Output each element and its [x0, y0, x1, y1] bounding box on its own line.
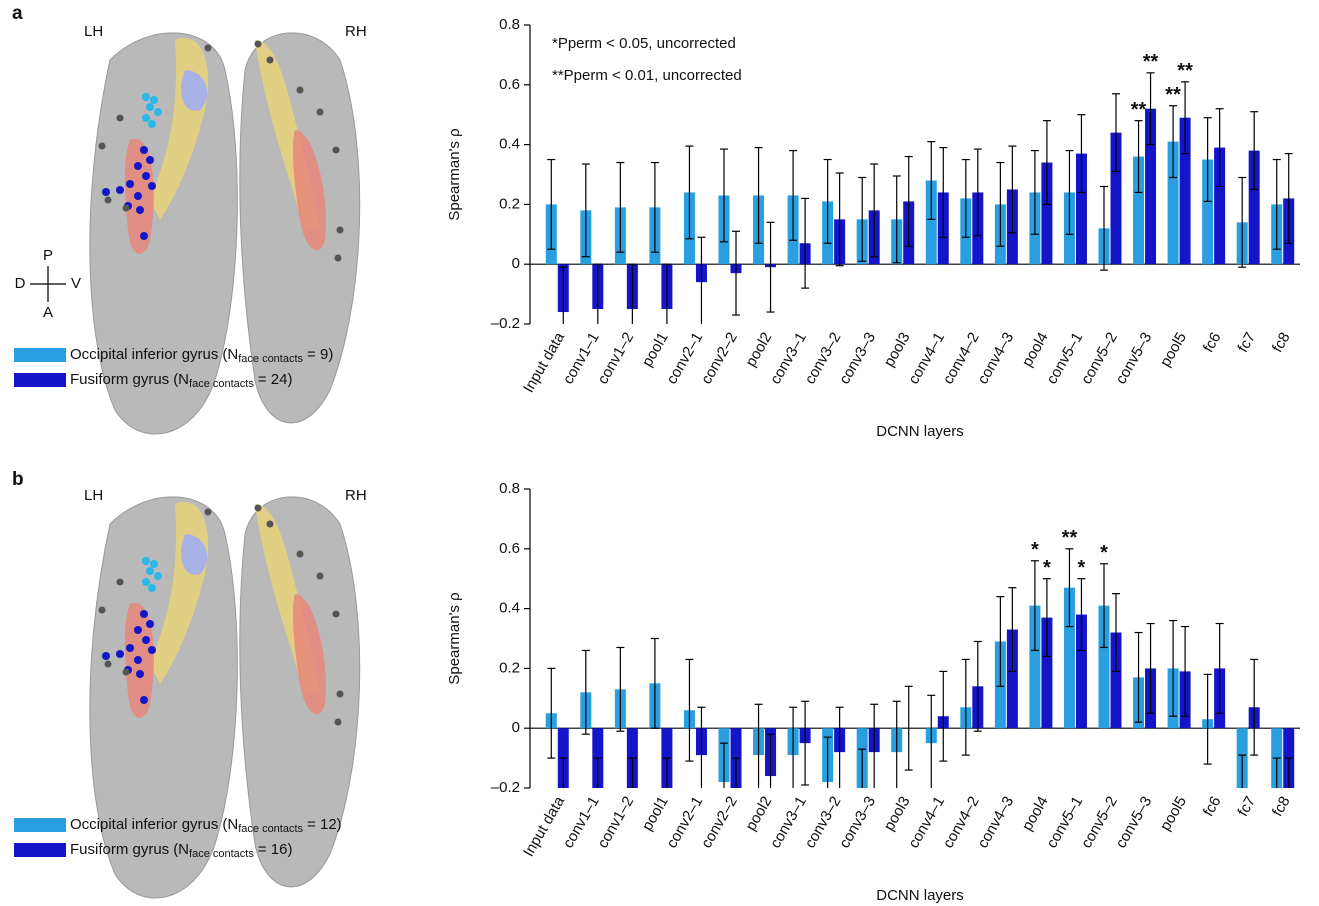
- legend-text: Occipital inferior gyrus: [70, 816, 218, 833]
- x-axis-title: DCNN layers: [876, 423, 964, 440]
- legend-text: face contacts: [189, 848, 254, 860]
- significance-mark: **: [1131, 99, 1147, 121]
- annotation: *Pperm < 0.05, uncorrected: [552, 35, 736, 52]
- hemisphere-label: LH: [84, 487, 103, 504]
- x-tick-label: pool3: [881, 329, 914, 369]
- x-tick-label: fc8: [1269, 793, 1294, 819]
- x-tick-label: pool2: [742, 329, 775, 369]
- y-tick-label: 0.8: [499, 16, 520, 33]
- x-tick-label: fc8: [1269, 329, 1294, 355]
- plot: [546, 73, 1294, 357]
- x-tick-label: fc6: [1200, 329, 1225, 355]
- x-axis-title: DCNN layers: [876, 887, 964, 904]
- y-tick-label: 0.2: [499, 659, 520, 676]
- significance-mark: *: [1043, 557, 1051, 579]
- legend-text: = 16): [258, 841, 293, 858]
- orientation-cross: [30, 266, 66, 302]
- legend-text: (N: [222, 346, 238, 363]
- y-tick-label: 0.4: [499, 136, 520, 153]
- hemisphere-label: RH: [345, 23, 367, 40]
- x-tick-label: Input data: [520, 793, 568, 860]
- x-tick-label: pool1: [639, 793, 672, 833]
- legend-text: face contacts: [238, 353, 303, 365]
- legend-text: (N: [222, 816, 238, 833]
- legend-text: = 24): [258, 371, 293, 388]
- legend-swatch: [14, 348, 66, 362]
- legend-text: (N: [173, 841, 189, 858]
- x-tick-label: pool1: [639, 329, 672, 369]
- y-tick-label: 0: [512, 719, 520, 736]
- orientation-label: P: [43, 247, 53, 264]
- legend-text: face contacts: [238, 823, 303, 835]
- y-tick-label: 0.6: [499, 76, 520, 93]
- legend-text: Fusiform gyrus: [70, 371, 169, 388]
- y-tick-label: 0.6: [499, 540, 520, 557]
- hemisphere-label: LH: [84, 23, 103, 40]
- orientation-label: A: [43, 304, 53, 321]
- x-tick-label: pool5: [1157, 329, 1190, 369]
- panel-label: a: [12, 3, 23, 24]
- y-tick-label: –0.2: [491, 779, 520, 796]
- legend-label: Fusiform gyrus(Nface contacts = 24): [70, 371, 292, 390]
- figure: a b LH RH LH RH P D V A *Pperm < 0.05, u…: [0, 0, 1319, 906]
- legend-text: Occipital inferior gyrus: [70, 346, 218, 363]
- legend-text: (N: [173, 371, 189, 388]
- orientation-label: D: [15, 275, 26, 292]
- significance-mark: **: [1177, 60, 1193, 82]
- error-bar: [801, 198, 809, 288]
- significance-mark: *: [1100, 542, 1108, 564]
- significance-mark: **: [1143, 51, 1159, 73]
- legend-text: Fusiform gyrus: [70, 841, 169, 858]
- x-tick-label: Input data: [520, 329, 568, 396]
- significance-mark: *: [1031, 539, 1039, 561]
- hemisphere-label: RH: [345, 487, 367, 504]
- x-tick-label: pool5: [1157, 793, 1190, 833]
- x-tick-label: fc7: [1234, 793, 1259, 819]
- legend-swatch: [14, 843, 66, 857]
- annotation: **Pperm < 0.01, uncorrected: [552, 67, 742, 84]
- y-tick-label: 0.8: [499, 480, 520, 497]
- orientation-label: V: [71, 275, 81, 292]
- x-tick-label: pool2: [742, 793, 775, 833]
- x-tick-label: pool3: [881, 793, 914, 833]
- significance-mark: **: [1062, 527, 1078, 549]
- panel-label: b: [12, 469, 24, 490]
- y-axis-title: Spearman's ρ: [446, 592, 463, 684]
- y-tick-label: 0: [512, 255, 520, 272]
- legend-text: face contacts: [189, 378, 254, 390]
- y-axis-title: Spearman's ρ: [446, 128, 463, 220]
- x-tick-label: fc6: [1200, 793, 1225, 819]
- x-tick-label: pool4: [1019, 329, 1052, 369]
- brain-image: [90, 497, 360, 898]
- legend-swatch: [14, 818, 66, 832]
- x-tick-label: pool4: [1019, 793, 1052, 833]
- significance-mark: **: [1165, 84, 1181, 106]
- y-tick-label: 0.4: [499, 600, 520, 617]
- y-tick-label: 0.2: [499, 195, 520, 212]
- legend-label: Fusiform gyrus(Nface contacts = 16): [70, 841, 292, 860]
- legend-text: = 12): [307, 816, 342, 833]
- significance-mark: *: [1078, 557, 1086, 579]
- legend-text: = 9): [307, 346, 333, 363]
- legend-swatch: [14, 373, 66, 387]
- x-tick-label: fc7: [1234, 329, 1259, 355]
- y-tick-label: –0.2: [491, 315, 520, 332]
